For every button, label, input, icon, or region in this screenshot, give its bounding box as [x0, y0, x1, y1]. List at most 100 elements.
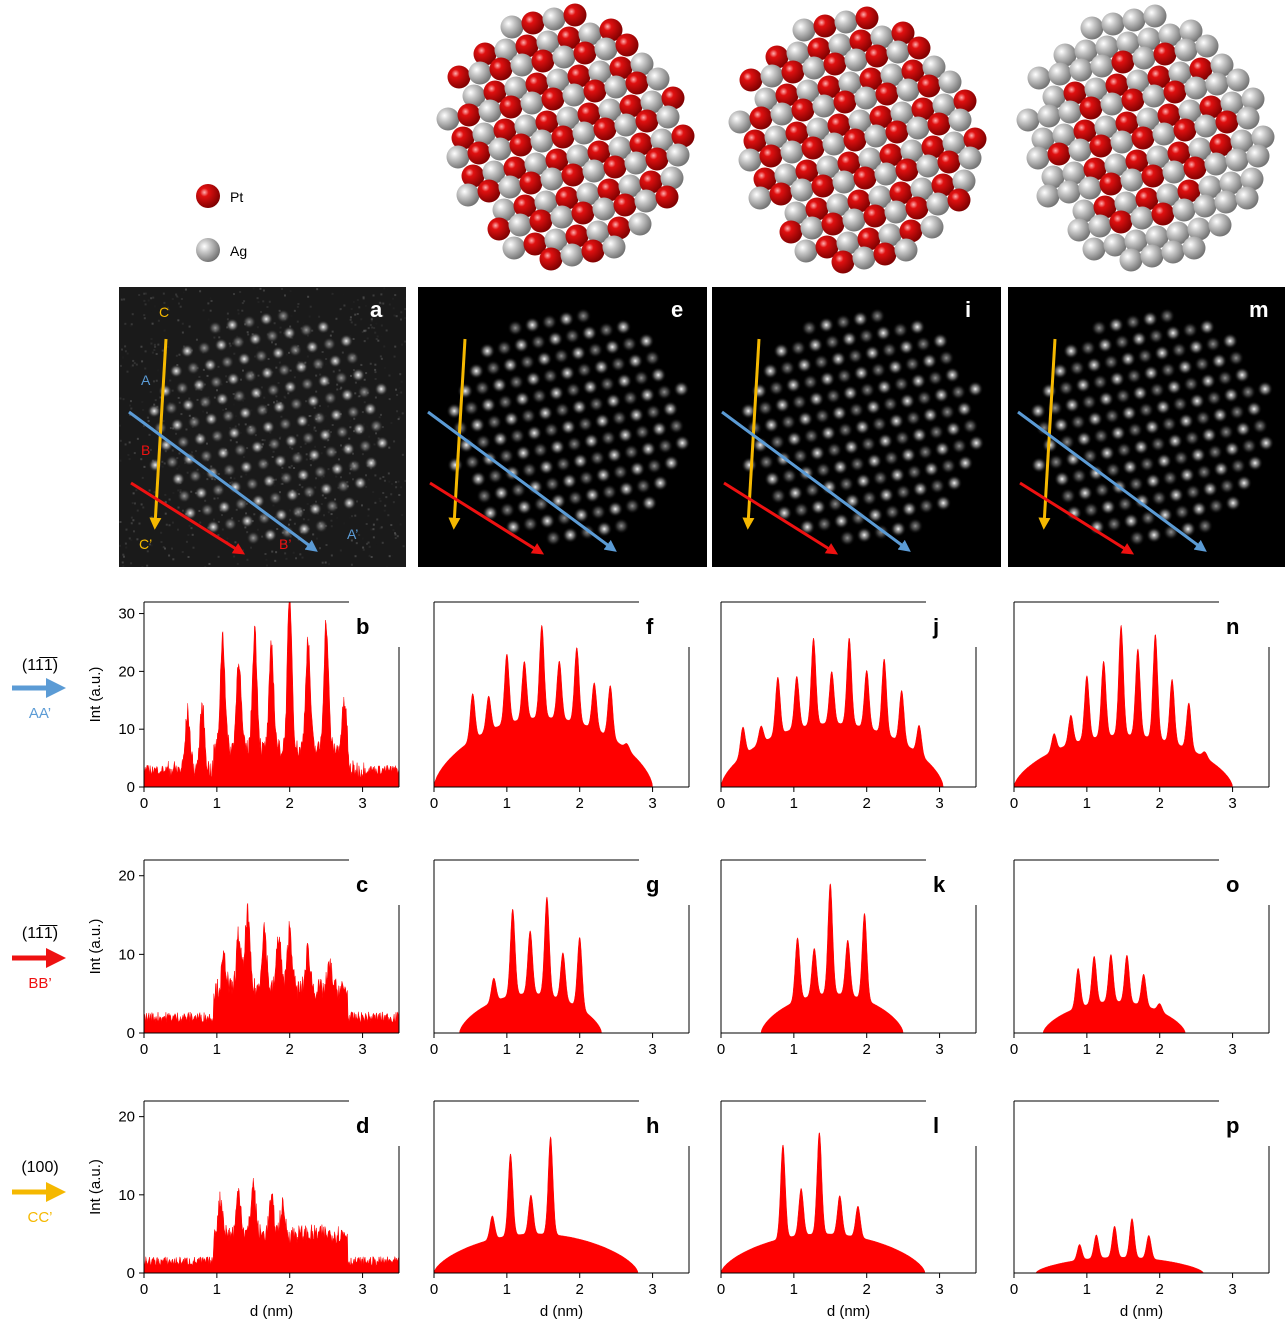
- ag-atom: [896, 78, 920, 102]
- atom-column: [1247, 455, 1264, 471]
- pt-atom: [489, 57, 513, 81]
- atom-column: [1150, 436, 1167, 452]
- noise-speck: [245, 473, 248, 476]
- noise-speck: [289, 290, 292, 293]
- atom-column: [539, 513, 556, 529]
- ag-atom: [550, 205, 574, 229]
- noise-speck: [343, 304, 346, 307]
- ag-atom: [1036, 184, 1060, 208]
- pt-atom: [811, 174, 835, 198]
- ag-atom: [520, 91, 544, 115]
- ag-atom: [774, 163, 798, 187]
- atom-column: [646, 458, 663, 474]
- atom-column: [169, 364, 184, 378]
- atom-column: [839, 530, 856, 546]
- noise-speck: [225, 407, 228, 410]
- atom-column: [656, 384, 673, 400]
- intensity-profile-area: [720, 1132, 926, 1274]
- noise-speck: [162, 420, 165, 423]
- atom-column: [1188, 339, 1205, 355]
- atom-column: [910, 373, 927, 389]
- ag-atom: [1053, 43, 1077, 67]
- atom-column: [1120, 351, 1137, 367]
- atom-column: [1252, 418, 1269, 434]
- ag-atom: [1120, 168, 1144, 192]
- noise-speck: [191, 451, 194, 454]
- noise-speck: [132, 359, 135, 362]
- noise-speck: [150, 311, 152, 313]
- x-tick-label: 3: [1228, 795, 1236, 812]
- noise-speck: [257, 374, 260, 377]
- atom-column: [674, 435, 691, 451]
- noise-speck: [176, 467, 179, 470]
- atom-column: [854, 419, 871, 435]
- y-tick-label: 30: [118, 606, 135, 623]
- pt-atom: [831, 250, 855, 274]
- noise-speck: [119, 397, 122, 400]
- atom-column: [907, 518, 924, 534]
- panel-label: n: [1226, 614, 1239, 639]
- noise-speck: [216, 497, 219, 500]
- atom-column: [322, 337, 337, 351]
- atom-column: [234, 497, 249, 511]
- noise-speck: [128, 441, 131, 444]
- line-label-cc: CC’: [28, 1209, 53, 1226]
- atom-column: [547, 331, 564, 347]
- atom-column: [1031, 457, 1048, 473]
- atom-column: [204, 412, 219, 426]
- pt-atom: [937, 150, 961, 174]
- atom-column: [228, 480, 243, 494]
- pt-atom: [635, 109, 659, 133]
- atom-column: [1211, 353, 1228, 369]
- atom-column: [1100, 499, 1117, 515]
- noise-speck: [360, 504, 363, 507]
- atom-column: [470, 471, 487, 487]
- atom-column: [288, 343, 303, 357]
- noise-speck: [350, 563, 353, 566]
- atom-column: [835, 314, 852, 330]
- atom-column: [180, 344, 195, 358]
- noise-speck: [288, 466, 291, 469]
- ag-atom: [1195, 34, 1219, 58]
- noise-speck: [226, 312, 229, 315]
- ag-atom: [542, 7, 566, 31]
- atom-column: [522, 516, 539, 532]
- atom-column: [1076, 431, 1093, 447]
- noise-speck: [383, 509, 386, 512]
- noise-speck: [215, 389, 218, 392]
- atom-column: [633, 370, 650, 386]
- noise-speck: [350, 321, 353, 324]
- atom-column: [1165, 325, 1182, 341]
- y-tick-label: 10: [118, 946, 135, 963]
- noise-speck: [267, 357, 270, 360]
- atom-column: [1196, 464, 1213, 480]
- noise-speck: [378, 301, 381, 304]
- atom-column: [762, 363, 779, 379]
- atom-column: [1139, 456, 1156, 472]
- pt-atom: [467, 141, 491, 165]
- pt-atom: [855, 6, 879, 30]
- noise-speck: [305, 458, 308, 461]
- noise-speck: [235, 441, 238, 444]
- atom-column: [197, 341, 212, 355]
- atom-column: [934, 441, 951, 457]
- atom-column: [176, 435, 191, 449]
- noise-speck: [213, 497, 216, 500]
- ag-atom: [816, 155, 840, 179]
- panel-label: h: [646, 1113, 659, 1138]
- x-tick-label: 0: [140, 1041, 148, 1058]
- noise-speck: [379, 500, 382, 503]
- ag-atom: [1069, 58, 1093, 82]
- pt-atom: [807, 37, 831, 61]
- ag-atom: [1100, 92, 1124, 116]
- y-tick-label: 0: [127, 1025, 135, 1042]
- atom-column: [181, 398, 196, 412]
- atom-column: [1083, 502, 1100, 518]
- noise-speck: [349, 316, 352, 319]
- ag-atom: [1104, 153, 1128, 177]
- ag-atom: [1058, 100, 1082, 124]
- noise-speck: [260, 386, 263, 389]
- pt-atom: [917, 74, 941, 98]
- atom-column: [208, 321, 223, 335]
- x-tick-label: 0: [717, 1281, 725, 1298]
